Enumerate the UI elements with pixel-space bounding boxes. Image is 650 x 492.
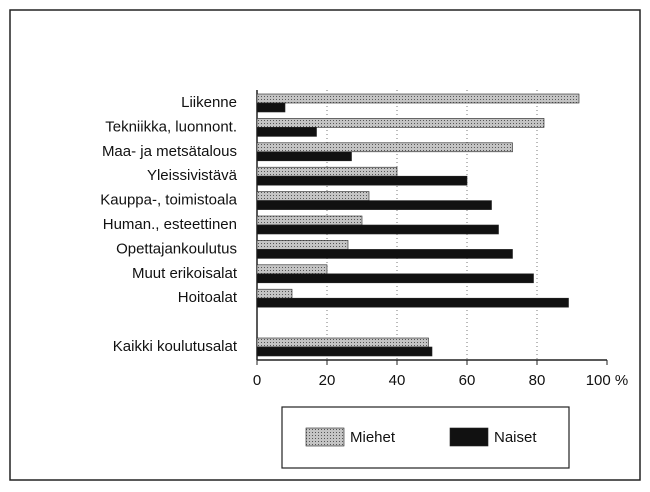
legend-swatch (305, 427, 345, 447)
frame (9, 9, 641, 481)
bar (256, 151, 352, 162)
x-tick-label: 0 (253, 372, 261, 389)
bar (256, 200, 492, 210)
y-tick-label: Opettajankoulutus (116, 240, 237, 257)
bar (256, 118, 545, 128)
bar (256, 166, 398, 177)
x-tick-label: 100 % (586, 372, 629, 389)
y-tick-label: Liikenne (181, 94, 237, 111)
bar (256, 191, 370, 201)
bar (256, 346, 433, 357)
x-tick-label: 40 (389, 372, 406, 389)
bar (256, 142, 513, 153)
bar (256, 249, 513, 259)
bar (256, 240, 349, 250)
y-tick-label: Muut erikoisalat (132, 265, 238, 282)
bar (256, 273, 534, 284)
bar (256, 175, 468, 186)
x-tick-label: 20 (319, 372, 336, 389)
legend-label: Naiset (494, 429, 537, 446)
y-tick-label: Hoitoalat (178, 289, 238, 306)
x-tick-label: 60 (459, 372, 476, 389)
legend-swatch (449, 427, 489, 447)
bar (256, 127, 317, 137)
y-tick-label: Kaikki koulutusalat (113, 338, 238, 355)
bar (256, 337, 429, 348)
x-tick-label: 80 (529, 372, 546, 389)
bar (256, 224, 499, 235)
y-tick-label: Yleissivistävä (147, 167, 238, 184)
legend-label: Miehet (350, 429, 396, 446)
bar (256, 102, 286, 113)
bar (256, 93, 580, 104)
bar (256, 288, 293, 299)
bar (256, 215, 363, 226)
bar (256, 297, 569, 308)
y-tick-label: Human., esteettinen (103, 216, 237, 233)
y-tick-label: Maa- ja metsätalous (102, 143, 237, 160)
bar (256, 264, 328, 275)
y-tick-label: Kauppa-, toimistoala (100, 192, 237, 209)
y-tick-label: Tekniikka, luonnont. (105, 118, 237, 135)
